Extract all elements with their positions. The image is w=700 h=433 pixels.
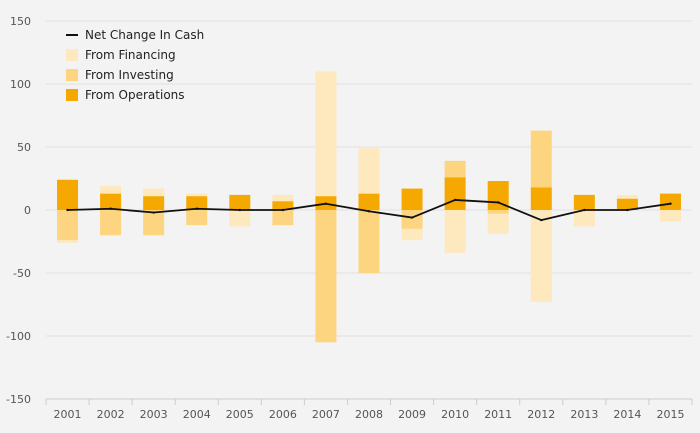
axes: 150 100 50 0 -50 -100 -150 2001 2002 2003 2004 2005… — [6, 15, 693, 421]
x-tick-label: 2007 — [312, 408, 340, 421]
x-tick-label: 2001 — [54, 408, 82, 421]
net-change-point — [238, 208, 241, 212]
net-change-point — [410, 216, 414, 219]
bar-from-financing — [530, 210, 552, 302]
net-change-point — [583, 208, 586, 212]
bar-from-financing — [573, 210, 595, 227]
bar-from-operations — [100, 193, 122, 210]
bar-from-investing — [100, 210, 122, 236]
x-tick-label: 2012 — [527, 408, 555, 421]
bar-from-financing — [100, 186, 122, 194]
x-tick-label: 2006 — [269, 408, 297, 421]
net-change-point — [669, 202, 672, 205]
legend-label-from-financing: From Financing — [85, 48, 176, 62]
bar-from-financing — [229, 210, 251, 227]
bar-from-operations — [186, 196, 208, 210]
legend-label-net-change-in-cash: Net Change In Cash — [85, 28, 204, 42]
y-tick-label: 50 — [17, 141, 31, 154]
y-tick-label: -100 — [6, 330, 31, 343]
x-tick-label: 2010 — [441, 408, 469, 421]
bar-from-operations — [530, 187, 552, 210]
x-tick-label: 2011 — [484, 408, 512, 421]
x-tick-label: 2008 — [355, 408, 383, 421]
bar-from-operations — [401, 188, 423, 210]
legend-swatch-from-operations — [66, 89, 78, 101]
net-change-point — [66, 208, 69, 212]
x-tick-label: 2005 — [226, 408, 254, 421]
x-tick-label: 2004 — [183, 408, 211, 421]
bar-from-operations — [444, 177, 466, 210]
bar-from-financing — [315, 71, 337, 197]
bar-from-financing — [616, 194, 638, 199]
legend-label-from-investing: From Investing — [85, 68, 174, 82]
y-tick-label: -150 — [6, 393, 31, 406]
bar-from-financing — [487, 213, 509, 234]
net-change-point — [540, 218, 543, 222]
net-change-point — [367, 210, 371, 213]
x-tick-label: 2009 — [398, 408, 426, 421]
bar-from-investing — [358, 210, 380, 273]
bar-from-investing — [315, 210, 337, 343]
legend-label-from-operations: From Operations — [85, 88, 185, 102]
bar-from-investing — [143, 210, 165, 236]
bar-from-operations — [358, 193, 380, 210]
bar-from-investing — [57, 210, 79, 241]
bar-from-financing — [444, 210, 466, 253]
y-tick-label: 150 — [10, 15, 31, 28]
bar-from-financing — [143, 188, 165, 197]
net-change-point — [497, 201, 500, 204]
bar-from-financing — [358, 148, 380, 194]
x-tick-label: 2002 — [97, 408, 125, 421]
y-tick-label: 0 — [24, 204, 31, 217]
net-change-line-group — [66, 198, 672, 222]
bar-from-investing — [401, 210, 423, 229]
net-change-point — [626, 208, 629, 212]
net-change-point — [195, 207, 198, 210]
x-tick-label: 2014 — [613, 408, 641, 421]
bar-from-investing — [530, 130, 552, 188]
net-change-point — [152, 211, 155, 214]
bar-from-investing — [272, 210, 294, 226]
legend-swatch-from-investing — [66, 69, 78, 81]
net-change-point — [109, 207, 112, 210]
bars — [57, 71, 681, 343]
bar-from-financing — [401, 228, 423, 241]
bar-from-financing — [57, 240, 79, 243]
bar-from-operations — [573, 194, 595, 210]
x-tick-label: 2015 — [656, 408, 684, 421]
net-change-point — [324, 202, 328, 205]
x-tick-label: 2003 — [140, 408, 168, 421]
bar-from-investing — [444, 160, 466, 178]
bar-from-financing — [272, 194, 294, 202]
net-change-point — [281, 208, 285, 212]
net-change-point — [453, 198, 457, 202]
bar-from-operations — [143, 196, 165, 210]
bar-from-investing — [487, 210, 509, 214]
bar-from-operations — [229, 194, 251, 210]
legend: Net Change In Cash From Financing From Inv… — [66, 28, 204, 102]
bar-from-investing — [186, 210, 208, 226]
bar-from-financing — [186, 193, 208, 197]
bar-from-operations — [659, 193, 681, 210]
bar-from-operations — [57, 179, 79, 210]
legend-swatch-from-financing — [66, 49, 78, 61]
bar-from-operations — [616, 198, 638, 210]
bar-from-operations — [272, 201, 294, 210]
bar-from-financing — [659, 210, 681, 222]
x-tick-label: 2013 — [570, 408, 598, 421]
y-tick-label: -50 — [13, 267, 31, 280]
y-tick-label: 100 — [10, 78, 31, 91]
